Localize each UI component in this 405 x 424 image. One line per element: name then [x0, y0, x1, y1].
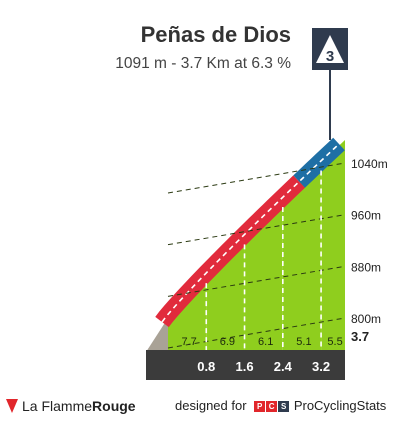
profile-segment-face — [206, 236, 245, 350]
mountain-icon — [316, 35, 344, 63]
designed-for-text: designed for — [175, 398, 247, 413]
distance-label: 3.2 — [312, 359, 330, 374]
elevation-tick-label: 1040m — [351, 157, 388, 171]
road-centerline — [161, 143, 340, 323]
gradient-label: 6.1 — [258, 336, 273, 348]
distance-base — [146, 350, 345, 380]
pcs-letter-s: S — [278, 401, 290, 412]
profile-segment-face — [321, 140, 345, 350]
elevation-tick-label: 960m — [351, 209, 381, 223]
elevation-gridline — [167, 214, 346, 246]
elevation-gridline — [167, 162, 346, 194]
elevation-gridline — [167, 317, 346, 349]
total-distance-label: 3.7 — [351, 329, 369, 344]
brand-text: La Flamme — [22, 398, 93, 414]
flame-icon — [6, 399, 18, 413]
distance-label: 1.6 — [236, 359, 254, 374]
elevation-gridline — [167, 265, 346, 297]
laflammerouge-logo: La FlammeRouge — [6, 398, 136, 414]
pcs-letter-c: C — [266, 401, 278, 412]
brand-text-bold: Rouge — [92, 398, 136, 414]
climb-summary: 1091 m - 3.7 Km at 6.3 % — [115, 55, 291, 72]
gradient-label: 5.5 — [327, 336, 342, 348]
gradient-label: 6.9 — [220, 336, 235, 348]
climb-title: Peñas de Dios — [140, 22, 291, 47]
distance-label: 2.4 — [274, 359, 293, 374]
elevation-tick-label: 880m — [351, 260, 381, 274]
gradient-label: 5.1 — [296, 336, 311, 348]
road-blue — [293, 137, 345, 188]
category-badge: 3 — [312, 28, 348, 140]
distance-label: 0.8 — [197, 359, 215, 374]
pcs-name: ProCyclingStats — [293, 398, 387, 413]
pcs-letter-p: P — [254, 401, 266, 412]
profile-segment-face — [282, 162, 322, 350]
gradient-label: 7.7 — [181, 336, 196, 348]
elevation-tick-label: 800m — [351, 312, 381, 326]
category-number: 3 — [326, 48, 334, 65]
